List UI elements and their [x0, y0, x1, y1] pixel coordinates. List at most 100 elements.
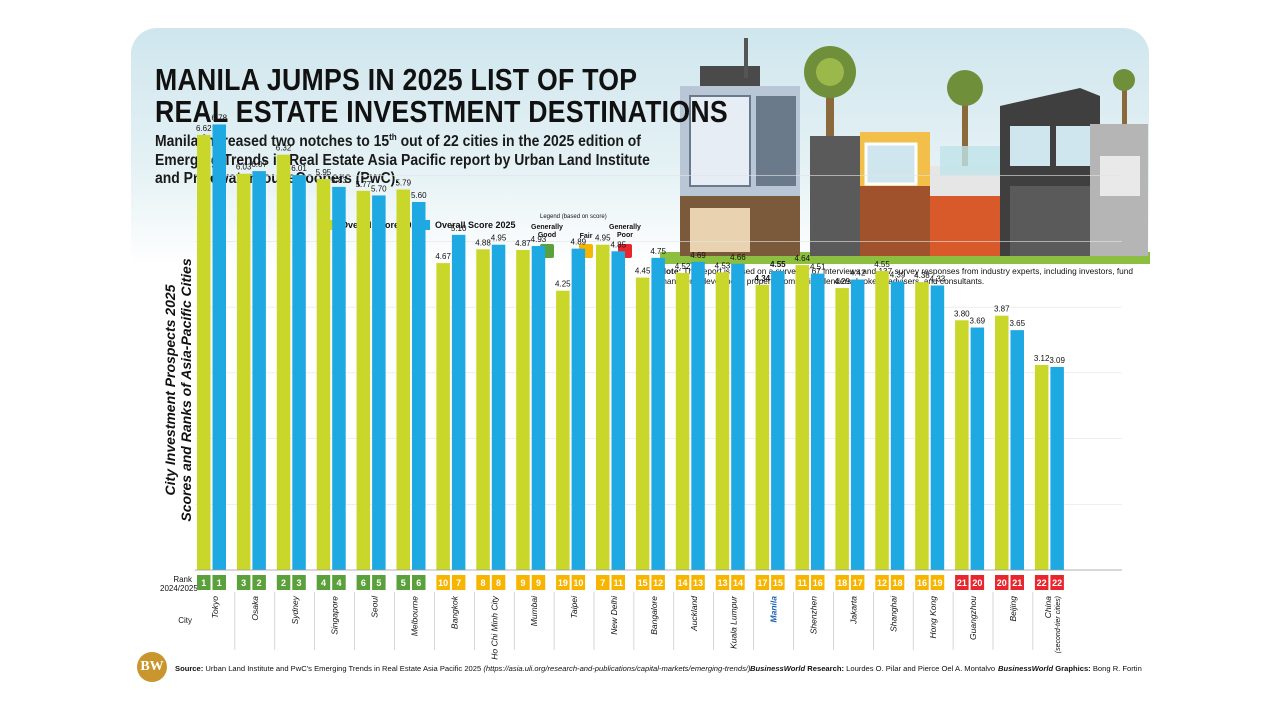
data-label: 3.80	[954, 309, 970, 318]
data-label: 4.89	[571, 238, 587, 247]
rank-box	[1034, 575, 1049, 590]
city-label: Sydney	[290, 595, 300, 624]
city-label: Kuala Lumpur	[729, 595, 739, 649]
businessworld-logo: BW	[137, 652, 167, 682]
rank-box	[436, 575, 450, 590]
bar-2025	[651, 257, 665, 570]
rank-box	[811, 575, 825, 590]
rank-box	[332, 575, 346, 590]
rank-label: 19	[932, 578, 942, 588]
rank-box	[556, 575, 570, 590]
rank-box	[252, 575, 266, 590]
legend-poor-label: Generally Poor	[609, 224, 641, 239]
bar-2025	[850, 279, 865, 570]
data-label: 4.88	[475, 238, 491, 247]
data-label: 6.32	[276, 144, 292, 153]
city-label: Osaka	[250, 596, 260, 621]
bar-2025	[890, 281, 905, 570]
bar-2024	[955, 320, 969, 570]
data-label: 3.69	[970, 317, 986, 326]
bar-2024	[276, 154, 291, 570]
data-label: 5.10	[451, 224, 467, 233]
rank-label: 20	[972, 578, 982, 588]
rank-label: 14	[678, 578, 688, 588]
rank-label: 6	[361, 578, 366, 588]
rank-box	[675, 575, 690, 590]
rank-label: 17	[757, 578, 767, 588]
bar-2024	[675, 272, 690, 570]
rank-label: 10	[573, 578, 583, 588]
rank-label: 14	[733, 578, 743, 588]
data-label: 4.52	[675, 262, 691, 271]
rank-label: 8	[481, 578, 486, 588]
city-label: Jakarta	[848, 596, 858, 625]
rank-label: 1	[217, 578, 222, 588]
bar-2024	[236, 173, 251, 570]
data-label: 4.53	[715, 261, 731, 270]
data-label: 5.83	[331, 176, 347, 185]
graphics-credit: BusinessWorld Graphics: Bong R. Fortin	[998, 664, 1142, 673]
rank-box	[212, 575, 226, 590]
city-label: Guangzhou	[968, 596, 978, 640]
rank-box	[531, 575, 546, 590]
bar-2025	[252, 171, 266, 570]
bar-2024	[476, 249, 490, 571]
data-label: 3.87	[994, 305, 1010, 314]
city-label: Manila	[769, 596, 779, 623]
rank-label: 2	[281, 578, 286, 588]
rank-box	[611, 575, 625, 590]
data-label: 4.55	[874, 260, 890, 269]
rank-box	[396, 575, 410, 590]
rank-box	[715, 575, 730, 590]
bar-2025	[491, 244, 506, 570]
bar-2024	[835, 288, 849, 570]
rank-label: 9	[536, 578, 541, 588]
rank-box	[955, 575, 969, 590]
bar-2024	[755, 284, 770, 570]
rank-label: 15	[773, 578, 783, 588]
data-label: 4.67	[435, 252, 451, 261]
city-label: Melbourne	[409, 596, 419, 636]
data-label: 4.87	[515, 239, 531, 248]
data-label: 4.95	[595, 234, 611, 243]
rank-box	[970, 575, 985, 590]
bar-2024	[556, 290, 570, 570]
city-label: Singapore	[330, 596, 340, 635]
rank-box	[412, 575, 426, 590]
bar-2024	[875, 271, 889, 570]
bar-2024	[356, 190, 371, 571]
rank-box	[635, 575, 650, 590]
rank-label: 12	[877, 578, 887, 588]
data-label: 4.45	[635, 267, 651, 276]
bar-2025	[811, 273, 825, 570]
rank-box	[915, 575, 929, 590]
bar-2024	[197, 134, 211, 570]
rank-box	[755, 575, 770, 590]
data-label: 5.79	[395, 179, 411, 188]
data-label: 6.01	[291, 164, 307, 173]
rank-label: 7	[600, 578, 605, 588]
rank-label: 8	[496, 578, 501, 588]
bar-2025	[731, 263, 745, 570]
rank-box	[771, 575, 785, 590]
data-label: 5.60	[411, 191, 427, 200]
data-label: 4.33	[930, 274, 946, 283]
bar-2024	[635, 277, 650, 570]
rank-label: 11	[797, 578, 807, 588]
rank-label: 16	[917, 578, 927, 588]
city-label: Hong Kong	[928, 596, 938, 639]
palm-tree-icon	[1113, 69, 1135, 146]
rank-box	[356, 575, 371, 590]
data-label: 4.25	[555, 280, 571, 289]
data-label: 4.39	[890, 271, 906, 280]
rank-box	[316, 575, 331, 590]
rank-box	[835, 575, 849, 590]
rank-label: 4	[321, 578, 326, 588]
rank-label: 5	[376, 578, 381, 588]
city-label: Shanghai	[888, 595, 898, 632]
rank-label: 7	[456, 578, 461, 588]
rank-row-label: Rank 2024/2025	[160, 575, 198, 593]
data-label: 6.78	[211, 113, 227, 122]
bar-2025	[571, 248, 586, 570]
rank-box	[795, 575, 809, 590]
